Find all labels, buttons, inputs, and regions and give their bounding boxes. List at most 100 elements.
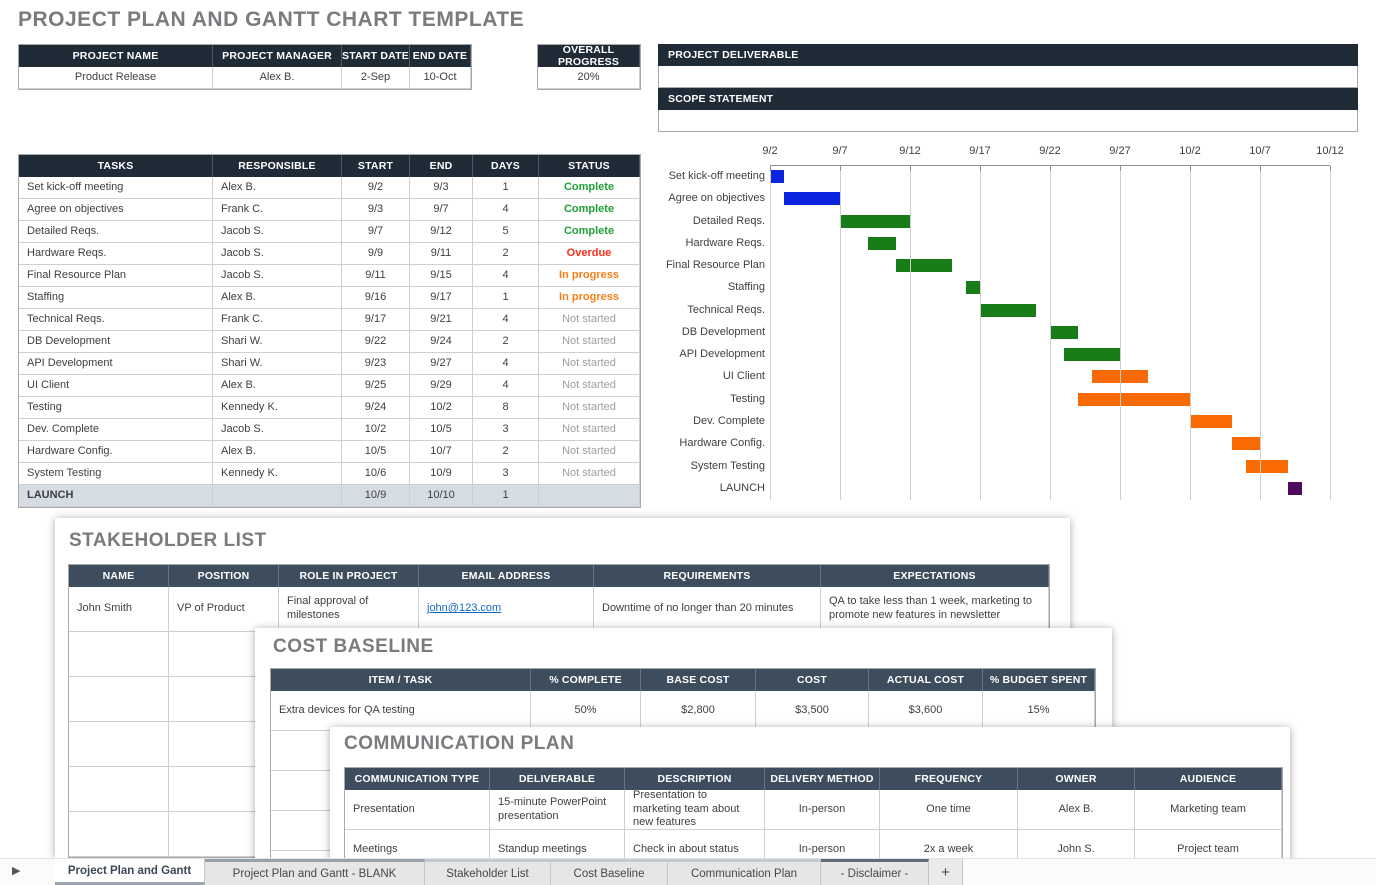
task-responsible-cell[interactable]: Shari W.	[213, 331, 342, 353]
task-status-cell[interactable]: Overdue	[539, 243, 640, 265]
task-name-cell[interactable]: Agree on objectives	[19, 199, 213, 221]
communication-cell[interactable]: Marketing team	[1135, 790, 1282, 830]
task-responsible-cell[interactable]: Jacob S.	[213, 221, 342, 243]
task-responsible-cell[interactable]: Jacob S.	[213, 265, 342, 287]
cost-cell[interactable]: $3,600	[869, 691, 983, 731]
task-name-cell[interactable]: Technical Reqs.	[19, 309, 213, 331]
stakeholder-empty-cell[interactable]	[69, 677, 169, 722]
communication-cell[interactable]: Presentation	[345, 790, 490, 830]
stakeholder-empty-cell[interactable]	[69, 812, 169, 857]
task-start-cell[interactable]: 10/6	[342, 463, 410, 485]
task-name-cell[interactable]: Final Resource Plan	[19, 265, 213, 287]
task-responsible-cell[interactable]: Jacob S.	[213, 243, 342, 265]
cost-cell[interactable]: $2,800	[641, 691, 756, 731]
task-start-cell[interactable]: 9/23	[342, 353, 410, 375]
sheet-nav-arrow-icon[interactable]: ▶	[12, 865, 21, 877]
task-name-cell[interactable]: DB Development	[19, 331, 213, 353]
task-days-cell[interactable]: 8	[473, 397, 539, 419]
stakeholder-cell[interactable]: Final approval of milestones	[279, 587, 419, 632]
task-days-cell[interactable]: 4	[473, 265, 539, 287]
task-days-cell[interactable]: 1	[473, 485, 539, 507]
communication-cell[interactable]: Presentation to marketing team about new…	[625, 789, 765, 830]
task-status-cell[interactable]: Not started	[539, 375, 640, 397]
task-status-cell[interactable]: In progress	[539, 265, 640, 287]
task-end-cell[interactable]: 10/10	[410, 485, 473, 507]
stakeholder-empty-cell[interactable]	[69, 632, 169, 677]
task-days-cell[interactable]: 1	[473, 177, 539, 199]
task-start-cell[interactable]: 9/9	[342, 243, 410, 265]
email-link[interactable]: john@123.com	[427, 602, 502, 615]
task-status-cell[interactable]	[539, 485, 640, 507]
task-days-cell[interactable]: 2	[473, 243, 539, 265]
task-name-cell[interactable]: Detailed Reqs.	[19, 221, 213, 243]
task-start-cell[interactable]: 10/2	[342, 419, 410, 441]
task-status-cell[interactable]: Complete	[539, 177, 640, 199]
task-start-cell[interactable]: 9/2	[342, 177, 410, 199]
task-days-cell[interactable]: 4	[473, 309, 539, 331]
task-end-cell[interactable]: 9/3	[410, 177, 473, 199]
task-responsible-cell[interactable]	[213, 485, 342, 507]
task-responsible-cell[interactable]: Alex B.	[213, 441, 342, 463]
stakeholder-empty-cell[interactable]	[69, 767, 169, 812]
task-status-cell[interactable]: Not started	[539, 463, 640, 485]
project-info-cell[interactable]: Product Release	[19, 67, 213, 89]
sheet-tab-project-plan-and-gantt-blank[interactable]: Project Plan and Gantt - BLANK	[205, 859, 425, 885]
task-name-cell[interactable]: System Testing	[19, 463, 213, 485]
task-name-cell[interactable]: API Development	[19, 353, 213, 375]
task-responsible-cell[interactable]: Kennedy K.	[213, 397, 342, 419]
project-info-cell[interactable]: 10-Oct	[410, 67, 471, 89]
task-name-cell[interactable]: Hardware Reqs.	[19, 243, 213, 265]
task-end-cell[interactable]: 10/2	[410, 397, 473, 419]
task-name-cell[interactable]: UI Client	[19, 375, 213, 397]
task-status-cell[interactable]: Not started	[539, 309, 640, 331]
task-start-cell[interactable]: 9/16	[342, 287, 410, 309]
task-start-cell[interactable]: 10/5	[342, 441, 410, 463]
task-start-cell[interactable]: 9/25	[342, 375, 410, 397]
task-name-cell[interactable]: Set kick-off meeting	[19, 177, 213, 199]
task-status-cell[interactable]: Complete	[539, 221, 640, 243]
sheet-tab-project-plan-and-gantt[interactable]: Project Plan and Gantt	[55, 859, 205, 885]
stakeholder-cell[interactable]: Downtime of no longer than 20 minutes	[594, 587, 821, 632]
task-status-cell[interactable]: Not started	[539, 419, 640, 441]
task-name-cell[interactable]: Staffing	[19, 287, 213, 309]
task-status-cell[interactable]: Not started	[539, 441, 640, 463]
cost-cell[interactable]: $3,500	[756, 691, 869, 731]
task-responsible-cell[interactable]: Frank C.	[213, 309, 342, 331]
project-info-cell[interactable]: Alex B.	[213, 67, 342, 89]
task-status-cell[interactable]: Not started	[539, 353, 640, 375]
task-end-cell[interactable]: 9/15	[410, 265, 473, 287]
stakeholder-cell[interactable]: QA to take less than 1 week, marketing t…	[821, 587, 1049, 632]
task-end-cell[interactable]: 9/11	[410, 243, 473, 265]
project-deliverable-field[interactable]	[658, 66, 1358, 88]
task-start-cell[interactable]: 9/11	[342, 265, 410, 287]
task-start-cell[interactable]: 9/17	[342, 309, 410, 331]
task-name-cell[interactable]: Dev. Complete	[19, 419, 213, 441]
task-responsible-cell[interactable]: Alex B.	[213, 375, 342, 397]
task-days-cell[interactable]: 2	[473, 331, 539, 353]
add-sheet-button[interactable]: +	[929, 859, 963, 885]
task-days-cell[interactable]: 4	[473, 375, 539, 397]
communication-cell[interactable]: In-person	[765, 790, 880, 830]
task-responsible-cell[interactable]: Alex B.	[213, 177, 342, 199]
task-status-cell[interactable]: Not started	[539, 331, 640, 353]
communication-cell[interactable]: 15-minute PowerPoint presentation	[490, 790, 625, 830]
task-name-cell[interactable]: LAUNCH	[19, 485, 213, 507]
task-end-cell[interactable]: 9/7	[410, 199, 473, 221]
task-status-cell[interactable]: Not started	[539, 397, 640, 419]
cost-cell[interactable]: Extra devices for QA testing	[271, 691, 531, 731]
task-status-cell[interactable]: In progress	[539, 287, 640, 309]
sheet-tab-communication-plan[interactable]: Communication Plan	[668, 859, 821, 885]
task-days-cell[interactable]: 3	[473, 419, 539, 441]
communication-cell[interactable]: Alex B.	[1018, 790, 1135, 830]
stakeholder-cell[interactable]: john@123.com	[419, 587, 594, 632]
task-start-cell[interactable]: 9/24	[342, 397, 410, 419]
sheet-tab-stakeholder-list[interactable]: Stakeholder List	[425, 859, 551, 885]
task-responsible-cell[interactable]: Frank C.	[213, 199, 342, 221]
cost-cell[interactable]: 15%	[983, 691, 1095, 731]
sheet-tab-cost-baseline[interactable]: Cost Baseline	[551, 859, 668, 885]
task-end-cell[interactable]: 9/17	[410, 287, 473, 309]
task-days-cell[interactable]: 3	[473, 463, 539, 485]
overall-progress-value[interactable]: 20%	[538, 67, 640, 89]
task-name-cell[interactable]: Testing	[19, 397, 213, 419]
task-days-cell[interactable]: 2	[473, 441, 539, 463]
